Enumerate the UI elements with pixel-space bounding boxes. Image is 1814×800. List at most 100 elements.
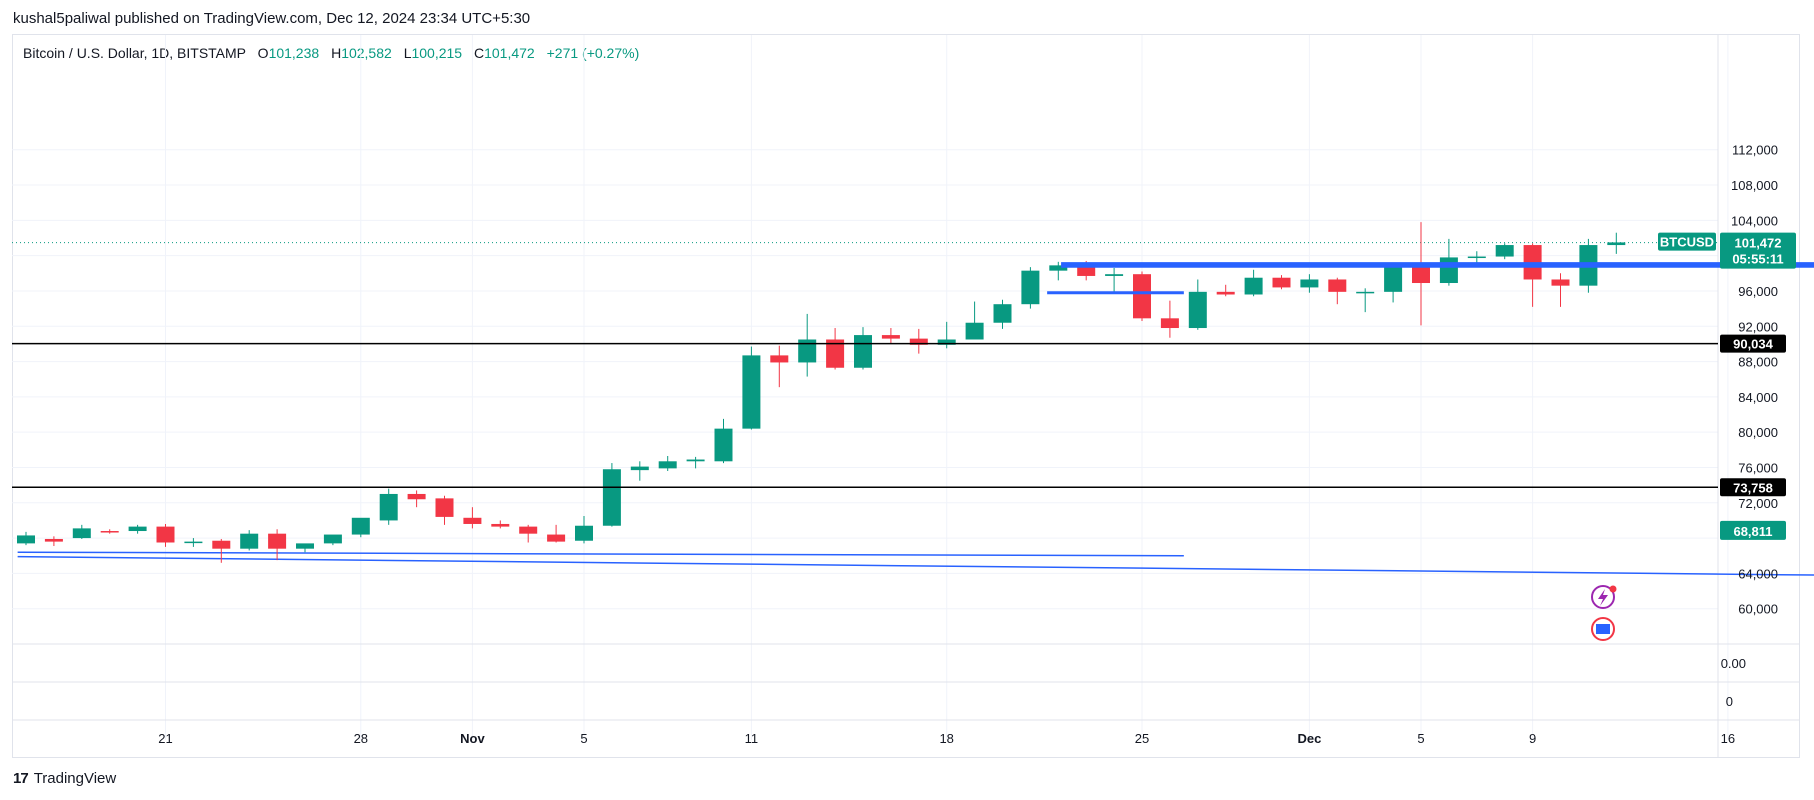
y-tick-label: 72,000	[1738, 496, 1778, 511]
symbol-tag	[1658, 232, 1716, 251]
y-tick-label: 64,000	[1738, 566, 1778, 581]
x-tick-label: 9	[1529, 731, 1536, 746]
candle-body	[1384, 267, 1403, 292]
candle-body	[463, 517, 482, 524]
candle-body	[965, 322, 984, 340]
x-tick-label: 5	[1417, 731, 1424, 746]
candle-body	[323, 534, 342, 544]
close-value: 101,472	[484, 45, 535, 61]
high-value: 102,582	[341, 45, 392, 61]
candle-body	[1551, 279, 1570, 286]
x-tick-label: Nov	[460, 731, 485, 746]
candle-body	[184, 541, 203, 544]
candle-body	[1244, 277, 1263, 295]
candle-body	[909, 338, 928, 345]
candle-body	[72, 528, 91, 539]
low-label: L	[403, 45, 412, 61]
candle-body	[491, 523, 510, 527]
candle-body	[17, 535, 35, 544]
high-label: H	[331, 45, 342, 61]
level-tag-label: 90,034	[1733, 337, 1774, 352]
candle-body	[602, 469, 621, 526]
candle-body	[351, 517, 370, 535]
y-tick-label: 96,000	[1738, 284, 1778, 299]
candle-body	[268, 533, 287, 549]
candle-body	[519, 526, 538, 534]
candle-body	[1216, 291, 1235, 295]
candle-body	[993, 304, 1012, 323]
candle-body	[686, 459, 705, 462]
candle-body	[826, 339, 845, 368]
candle-body	[658, 461, 677, 469]
candle-body	[100, 531, 119, 533]
countdown-value: 05:55:11	[1732, 252, 1783, 267]
price-tag	[1720, 520, 1786, 540]
candle-body	[1021, 270, 1040, 305]
candle-body	[630, 466, 649, 471]
us-flag-canton-icon	[1596, 624, 1610, 634]
y-tick-label: 76,000	[1738, 460, 1778, 475]
candle-body	[212, 540, 231, 549]
candle-body	[1467, 256, 1486, 259]
lower-pane-tick: 0.00	[1721, 656, 1746, 671]
trendline	[17, 555, 1814, 576]
open-value: 101,238	[268, 45, 320, 61]
level-tag	[1720, 478, 1786, 497]
candle-body	[547, 534, 566, 542]
candle-body	[156, 526, 175, 543]
level-tag-label: 73,758	[1733, 480, 1773, 495]
x-tick-label: Dec	[1297, 731, 1321, 746]
notification-dot-icon	[1609, 585, 1617, 593]
candle-body	[1188, 291, 1207, 329]
x-tick-label: 18	[939, 731, 953, 746]
x-tick-label: 5	[580, 731, 587, 746]
lightning-bolt-icon	[1598, 589, 1608, 606]
candle-body	[937, 339, 956, 345]
candle-body	[575, 525, 593, 541]
x-tick-label: 21	[158, 731, 172, 746]
y-tick-label: 108,000	[1731, 178, 1778, 193]
lightning-icon	[1591, 585, 1615, 609]
candle-body	[1133, 274, 1151, 319]
candle-body	[742, 355, 761, 429]
footer-brand[interactable]: TradingView	[33, 770, 117, 787]
y-tick-label: 92,000	[1738, 319, 1778, 334]
chart-frame	[12, 34, 1800, 758]
tradingview-logo-icon[interactable]: 17	[13, 770, 29, 787]
close-label: C	[473, 45, 485, 61]
price-tag-value: 68,811	[1733, 524, 1772, 539]
y-tick-label: 60,000	[1738, 602, 1778, 617]
y-tick-label: 88,000	[1738, 355, 1778, 370]
open-label: O	[257, 45, 269, 61]
candle-body	[881, 335, 900, 339]
candle-body	[1607, 242, 1626, 246]
x-tick-label: 11	[745, 731, 759, 746]
candle-body	[1495, 245, 1514, 257]
symbol-name[interactable]: Bitcoin / U.S. Dollar, 1D, BITSTAMP	[23, 45, 246, 61]
candle-body	[407, 493, 426, 500]
candle-body	[1439, 257, 1458, 284]
candle-body	[240, 533, 259, 549]
last-price-tag	[1720, 232, 1796, 269]
x-tick-label: 16	[1721, 731, 1735, 746]
low-value: 100,215	[411, 45, 463, 61]
candle-body	[435, 498, 454, 517]
change-value: +271 (+0.27%)	[546, 45, 640, 61]
candle-body	[379, 493, 398, 521]
candle-body	[1272, 277, 1291, 288]
candle-body	[1105, 274, 1124, 276]
candle-body	[1356, 291, 1375, 294]
candle-body	[770, 355, 789, 363]
y-tick-label: 104,000	[1731, 213, 1778, 228]
x-tick-label: 28	[354, 731, 368, 746]
y-tick-label: 84,000	[1738, 390, 1778, 405]
candle-body	[44, 538, 63, 542]
candle-body	[1328, 279, 1347, 292]
symbol-tag-label: BTCUSD	[1660, 235, 1714, 250]
level-tag	[1720, 334, 1786, 353]
candle-body	[296, 543, 314, 549]
last-price-value: 101,472	[1735, 236, 1782, 251]
candle-body	[1412, 267, 1430, 284]
candle-body	[714, 428, 733, 462]
